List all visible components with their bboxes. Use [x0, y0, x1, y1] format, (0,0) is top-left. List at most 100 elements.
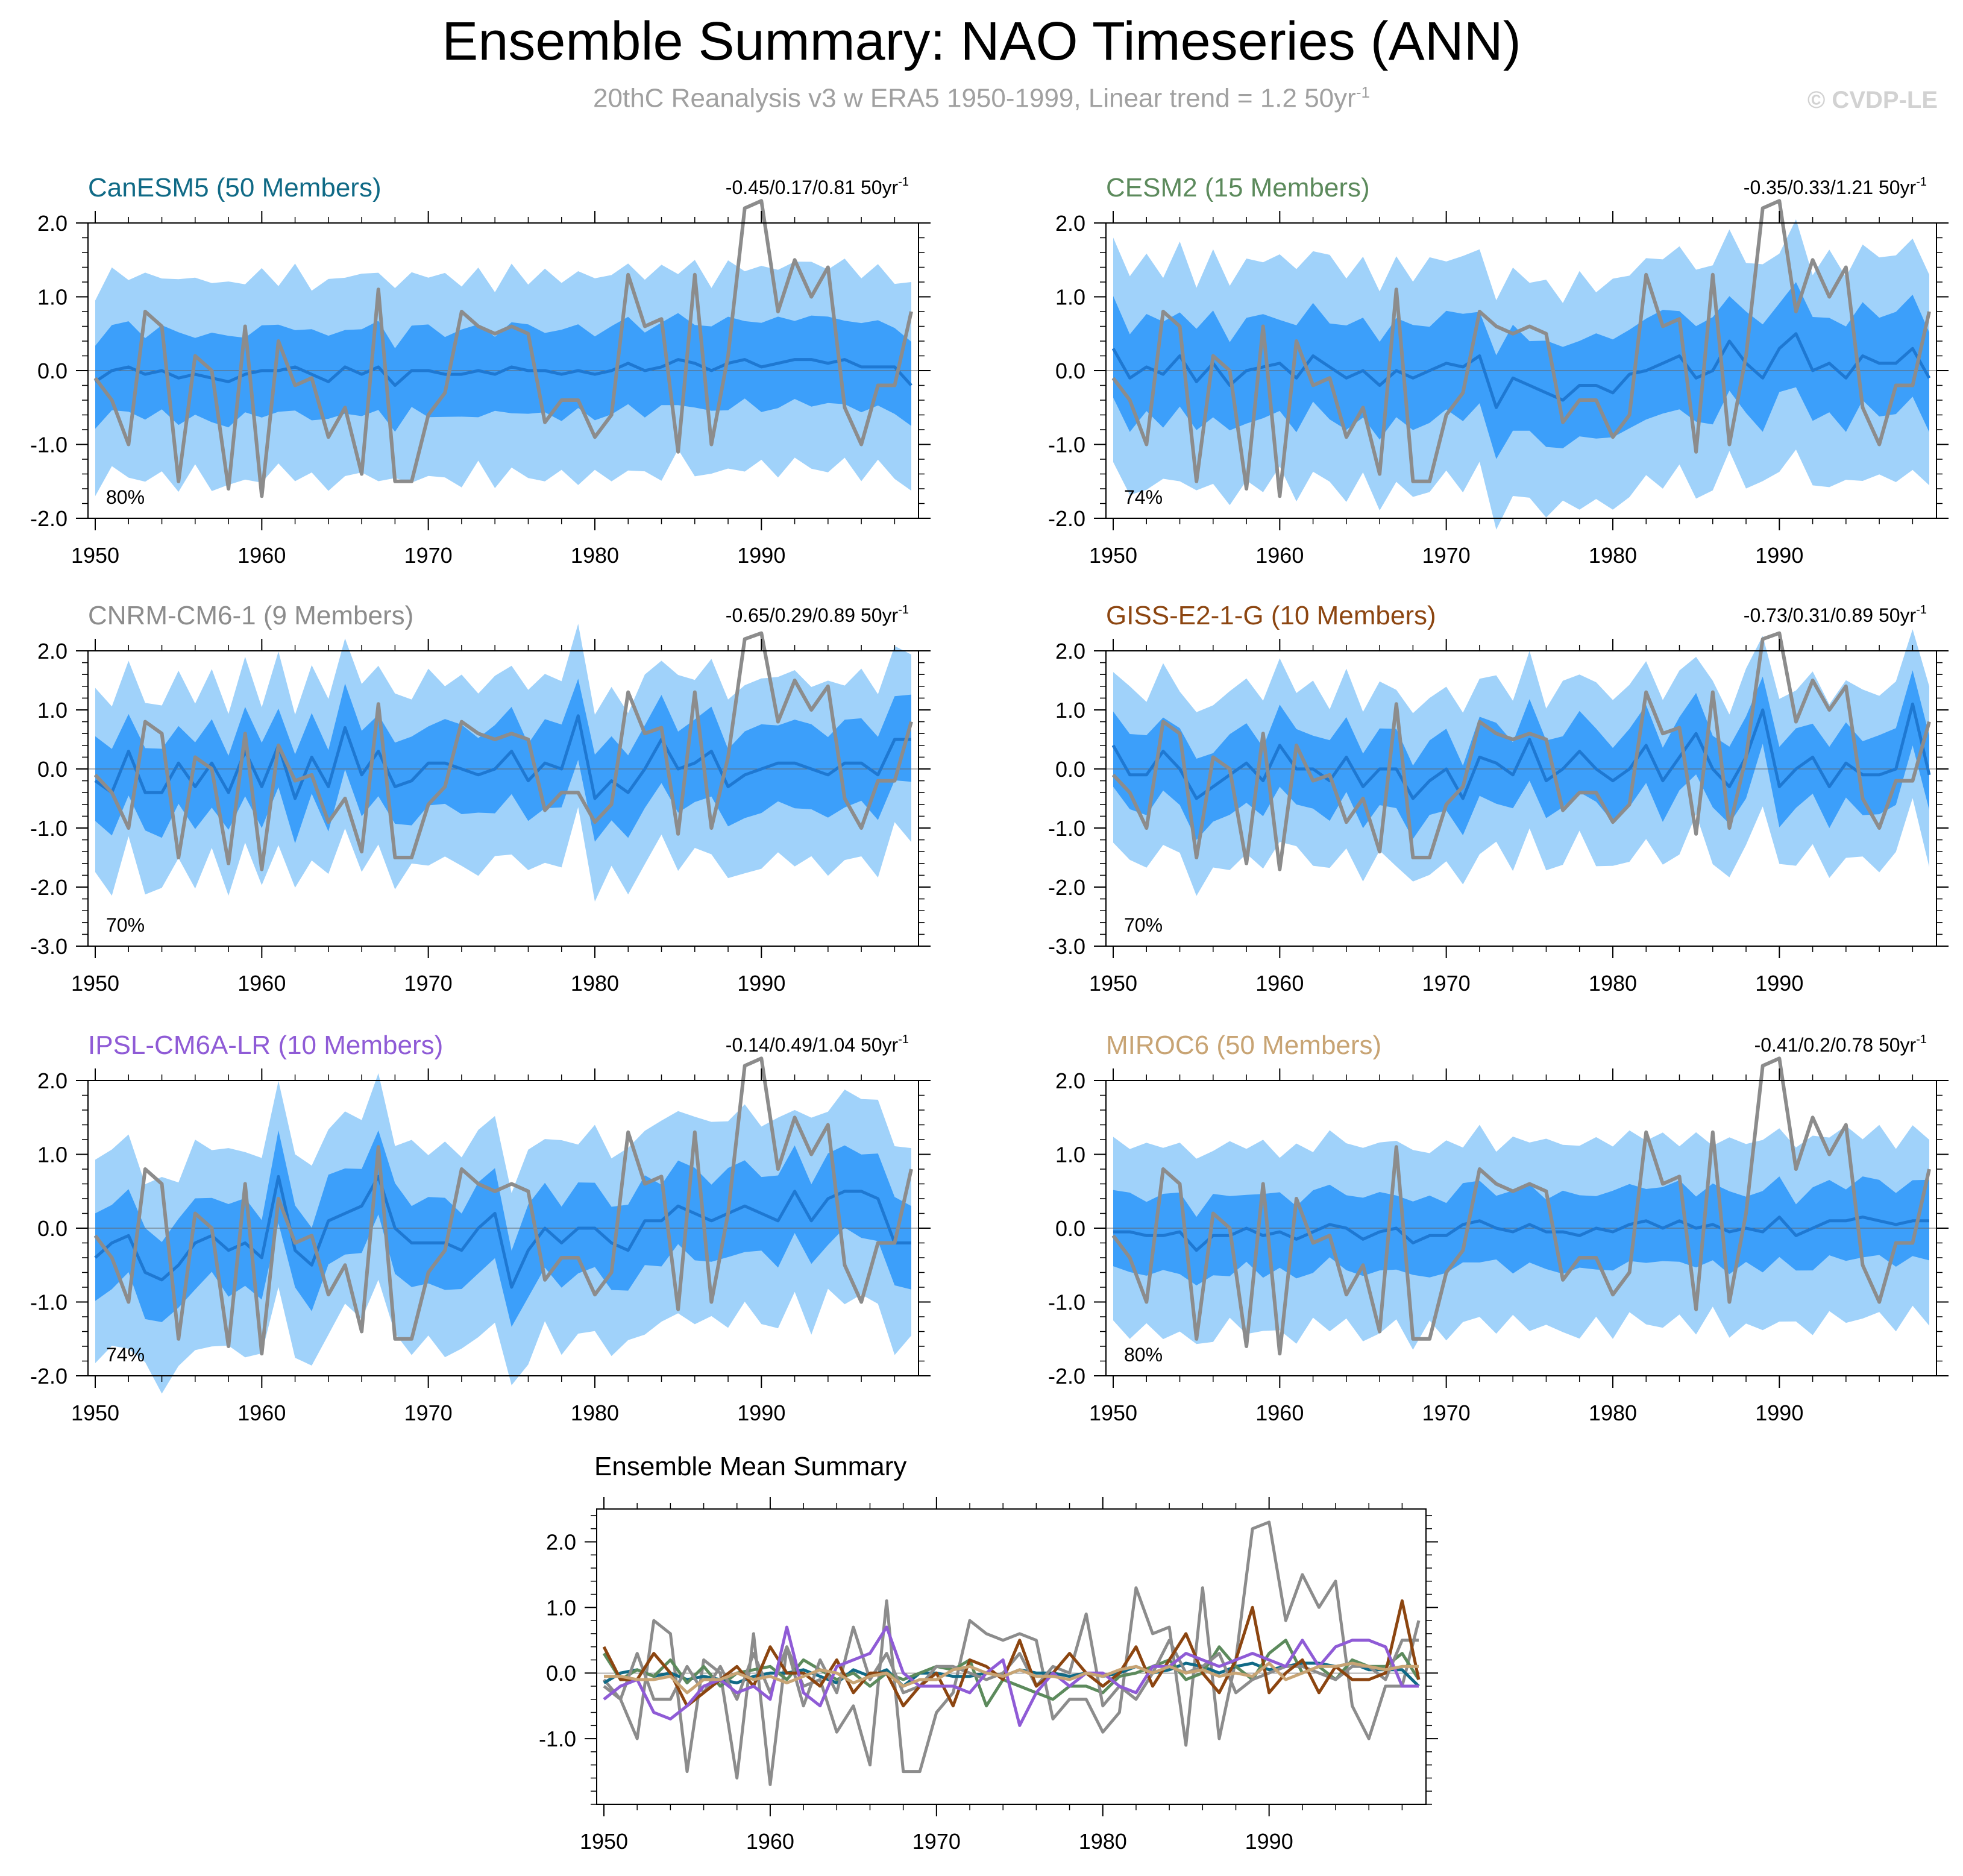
trend-unit-superscript: -1	[898, 603, 909, 616]
x-tick-label: 1960	[237, 971, 286, 996]
y-tick-label: -2.0	[30, 1364, 68, 1388]
panel-giss-e2-1-g: -3.0 -2.0 -1.0 0.0 1.0 2.0 1950 1960 1970 1980 199…	[1048, 601, 1949, 996]
x-tick-label: 1960	[746, 1829, 794, 1854]
x-tick-label: 1970	[404, 971, 453, 996]
x-tick-label: 1960	[1255, 543, 1304, 568]
y-tick-label: -2.0	[1048, 1364, 1085, 1388]
summary-line-miroc6	[604, 1661, 1419, 1695]
x-tick-label: 1960	[237, 1401, 286, 1425]
y-tick-label: 0.0	[1055, 757, 1085, 782]
trend-label: -0.65/0.29/0.89 50yr-1	[726, 603, 909, 626]
plot-frame	[87, 650, 919, 947]
y-tick-label: 1.0	[1055, 1143, 1085, 1167]
y-tick-label: 1.0	[546, 1595, 576, 1620]
x-tick-label: 1970	[1422, 1401, 1471, 1425]
y-tick-label: 2.0	[1055, 211, 1085, 236]
y-tick-label: 2.0	[546, 1529, 576, 1554]
y-tick-label: -1.0	[30, 816, 68, 841]
x-tick-label: 1990	[1755, 543, 1803, 568]
trend-label: -0.41/0.2/0.78 50yr-1	[1754, 1033, 1927, 1056]
x-tick-label: 1990	[1755, 971, 1803, 996]
y-tick-label: -1.0	[1048, 1290, 1085, 1315]
x-tick-label: 1990	[737, 1401, 785, 1425]
trend-unit-superscript: -1	[1916, 1033, 1927, 1046]
x-tick-label: 1970	[404, 543, 453, 568]
panel-title: GISS-E2-1-G (10 Members)	[1106, 601, 1436, 630]
x-tick-label: 1960	[1255, 971, 1304, 996]
panel-cnrm-cm6-1: -3.0 -2.0 -1.0 0.0 1.0 2.0 1950 1960 1970 1980 199…	[30, 601, 931, 996]
figure-subtitle: 20thC Reanalysis v3 w ERA5 1950-1999, Li…	[0, 83, 1963, 114]
y-tick-label: 1.0	[37, 1143, 68, 1167]
x-tick-label: 1950	[71, 971, 119, 996]
x-tick-label: 1950	[1089, 971, 1137, 996]
x-tick-label: 1950	[71, 543, 119, 568]
y-tick-label: 1.0	[37, 698, 68, 723]
x-tick-label: 1950	[1089, 543, 1137, 568]
y-tick-label: -2.0	[30, 506, 68, 531]
x-tick-label: 1980	[571, 971, 619, 996]
y-tick-label: -1.0	[539, 1727, 576, 1751]
observations-line	[1111, 199, 1931, 498]
observations-line	[1111, 631, 1931, 871]
y-tick-label: 0.0	[1055, 359, 1085, 383]
x-tick-label: 1980	[1079, 1829, 1127, 1854]
y-tick-label: -3.0	[1048, 934, 1085, 959]
x-tick-label: 1950	[580, 1829, 628, 1854]
y-tick-label: 0.0	[1055, 1216, 1085, 1241]
y-tick-label: -1.0	[30, 1290, 68, 1315]
ensemble-mean-line	[1113, 1216, 1929, 1252]
x-tick-label: 1980	[1589, 971, 1637, 996]
y-tick-label: 2.0	[1055, 1068, 1085, 1093]
summary-line-reanalysis	[603, 1520, 1421, 1786]
x-tick-label: 1980	[571, 1401, 619, 1425]
plot-frame	[1105, 650, 1937, 947]
y-tick-label: -2.0	[30, 875, 68, 900]
y-tick-label: 0.0	[37, 757, 68, 782]
panel-title: IPSL-CM6A-LR (10 Members)	[88, 1031, 443, 1060]
subtitle-text: 20thC Reanalysis v3 w ERA5 1950-1999, Li…	[593, 83, 1356, 113]
watermark: © CVDP-LE	[1807, 87, 1938, 113]
y-tick-label: -1.0	[1048, 816, 1085, 841]
x-tick-label: 1950	[71, 1401, 119, 1425]
ensemble-mean-line	[1111, 332, 1931, 409]
percent-label: 80%	[1124, 1344, 1163, 1366]
trend-label: -0.35/0.33/1.21 50yr-1	[1744, 175, 1927, 198]
x-tick-label: 1980	[1589, 543, 1637, 568]
y-tick-label: 2.0	[37, 1068, 68, 1093]
percent-label: 74%	[106, 1344, 145, 1366]
x-tick-label: 1980	[571, 543, 619, 568]
trend-unit-superscript: -1	[898, 1033, 909, 1046]
x-tick-label: 1970	[1422, 543, 1471, 568]
ensemble-mean-line	[94, 714, 911, 800]
x-tick-label: 1950	[1089, 1401, 1137, 1425]
panel-cesm2: -2.0 -1.0 0.0 1.0 2.0 1950 1960 1970 1980 1990 CES…	[1048, 173, 1949, 568]
panel-ensemble-mean-summary: -1.0 0.0 1.0 2.0 1950 1960 1970 1980 1990 Ensembl…	[539, 1452, 1438, 1854]
summary-line-ipsl-cm6a-lr	[603, 1625, 1419, 1727]
percent-label: 80%	[106, 486, 145, 508]
x-tick-label: 1990	[737, 971, 785, 996]
summary-line-cesm2	[602, 1639, 1421, 1708]
y-tick-label: -3.0	[30, 934, 68, 959]
percent-label: 70%	[106, 914, 145, 936]
panel-title: CNRM-CM6-1 (9 Members)	[88, 601, 413, 630]
trend-label: -0.45/0.17/0.81 50yr-1	[726, 175, 909, 198]
y-tick-label: -2.0	[1048, 506, 1085, 531]
y-tick-label: -1.0	[1048, 433, 1085, 457]
subtitle-superscript: -1	[1355, 83, 1370, 101]
y-tick-label: 2.0	[1055, 639, 1085, 664]
panel-canesm5: -2.0 -1.0 0.0 1.0 2.0 1950 1960 1970 1980 1990 Can…	[30, 173, 931, 568]
y-tick-label: -2.0	[1048, 875, 1085, 900]
observations-line	[1111, 1056, 1931, 1356]
ensemble-mean-line	[1111, 702, 1931, 800]
x-tick-label: 1970	[912, 1829, 961, 1854]
ensemble-mean-line	[94, 358, 912, 387]
x-tick-label: 1980	[1589, 1401, 1637, 1425]
x-tick-label: 1960	[237, 543, 286, 568]
trend-label: -0.73/0.31/0.89 50yr-1	[1744, 603, 1927, 626]
trend-label: -0.14/0.49/1.04 50yr-1	[726, 1033, 909, 1056]
x-tick-label: 1970	[404, 1401, 453, 1425]
y-tick-label: 2.0	[37, 211, 68, 236]
ensemble-mean-line	[94, 1175, 911, 1289]
y-tick-label: 0.0	[546, 1661, 576, 1686]
